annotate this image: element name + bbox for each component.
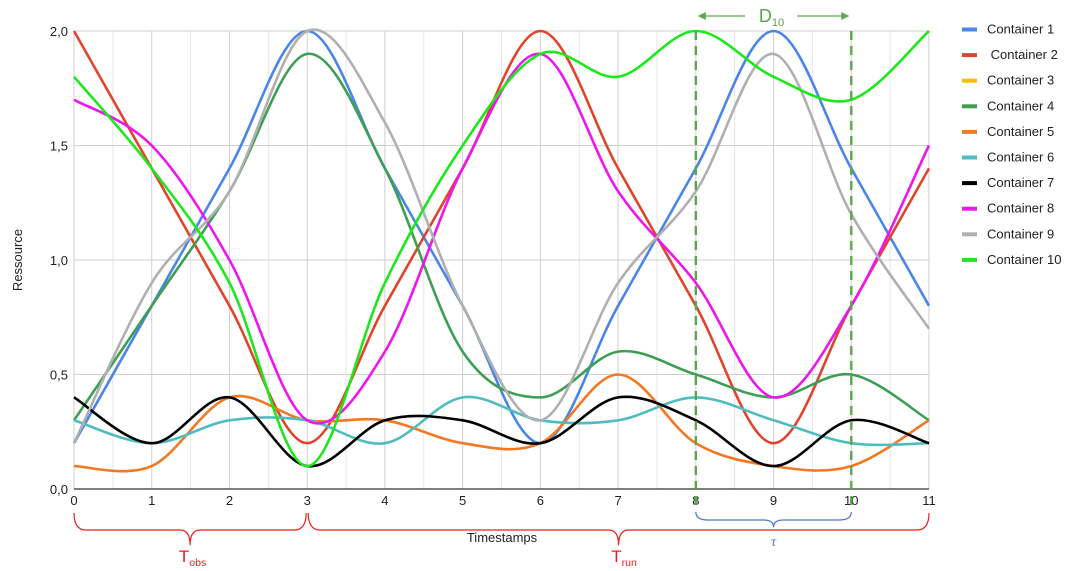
legend-label: Container 3 xyxy=(987,73,1054,88)
x-tick-label: 7 xyxy=(614,493,621,508)
y-tick-label: 1,5 xyxy=(50,139,68,154)
t-obs-label: Tobs xyxy=(179,547,206,569)
series-line-container-1 xyxy=(72,29,931,445)
x-tick-label: 9 xyxy=(770,493,777,508)
d10-label: D10 xyxy=(759,6,784,29)
x-tick-label: 1 xyxy=(148,493,155,508)
x-tick-label: 0 xyxy=(70,493,77,508)
legend-label: Container 8 xyxy=(987,201,1054,216)
legend-label: Container 5 xyxy=(987,124,1054,139)
y-axis-ticks: 0,0 0,5 1,0 1,5 2,0 xyxy=(50,24,68,497)
y-tick-label: 1,0 xyxy=(50,253,68,268)
d10-arrow-right-head xyxy=(841,12,850,20)
legend: Container 1 Container 2 Container 3 Contai… xyxy=(962,22,1061,267)
legend-swatch xyxy=(962,104,977,109)
series-line-container-7 xyxy=(73,395,930,468)
x-axis-ticks: 01234567891011 xyxy=(70,493,935,508)
legend-label: Container 10 xyxy=(987,252,1061,267)
series-line-container-9 xyxy=(72,28,931,444)
legend-swatch xyxy=(962,78,977,83)
series-line-container-10 xyxy=(73,29,930,468)
x-axis-label: Timestamps xyxy=(467,530,538,545)
legend-swatch xyxy=(962,129,977,134)
annotations: Tobs Trun τ D10 xyxy=(73,6,930,569)
legend-label: Container 2 xyxy=(987,47,1058,62)
legend-label: Container 7 xyxy=(987,175,1054,190)
legend-swatch xyxy=(962,181,977,186)
t-obs-brace xyxy=(73,512,307,546)
x-tick-label: 5 xyxy=(459,493,466,508)
legend-swatch xyxy=(962,27,977,32)
t-run-brace xyxy=(307,512,930,546)
y-tick-label: 0,5 xyxy=(50,368,68,383)
x-tick-label: 6 xyxy=(537,493,544,508)
legend-swatch xyxy=(962,155,977,160)
legend-label: Container 9 xyxy=(987,226,1054,241)
x-tick-label: 2 xyxy=(226,493,233,508)
x-tick-label: 4 xyxy=(381,493,388,508)
x-tick-label: 3 xyxy=(304,493,311,508)
y-axis-label: Ressource xyxy=(10,229,25,291)
x-tick-label: 11 xyxy=(922,493,936,508)
legend-label: Container 6 xyxy=(987,150,1054,165)
legend-swatch xyxy=(962,53,977,58)
legend-label: Container 1 xyxy=(987,22,1054,37)
legend-label: Container 4 xyxy=(987,98,1054,113)
y-tick-label: 2,0 xyxy=(50,24,68,39)
tau-label: τ xyxy=(771,535,777,550)
tau-brace xyxy=(695,511,852,528)
t-run-label: Trun xyxy=(611,547,637,569)
legend-swatch xyxy=(962,257,977,262)
series-line-container-6 xyxy=(73,395,930,447)
series-line-container-2 xyxy=(72,29,931,445)
series-lines xyxy=(72,28,931,473)
d10-arrow-left-head xyxy=(697,12,706,20)
legend-swatch xyxy=(962,206,977,211)
y-tick-label: 0,0 xyxy=(50,482,68,497)
legend-swatch xyxy=(962,232,977,237)
